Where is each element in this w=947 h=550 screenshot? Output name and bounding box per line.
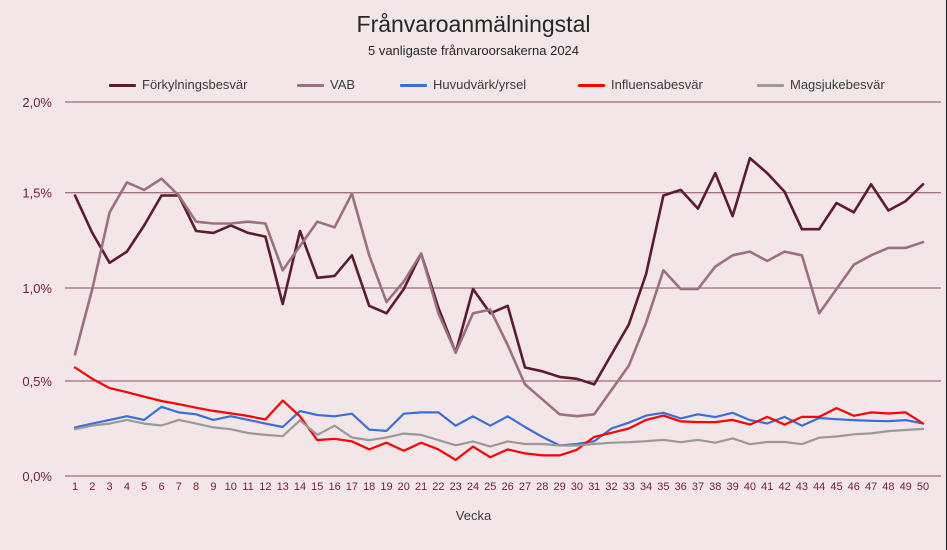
svg-text:10: 10 (225, 481, 237, 493)
svg-text:47: 47 (865, 481, 877, 493)
svg-text:2,0%: 2,0% (22, 95, 52, 110)
svg-text:27: 27 (519, 481, 531, 493)
svg-text:8: 8 (193, 481, 199, 493)
svg-text:2: 2 (89, 481, 95, 493)
svg-text:32: 32 (605, 481, 617, 493)
svg-text:43: 43 (796, 481, 808, 493)
svg-text:20: 20 (398, 481, 410, 493)
svg-text:30: 30 (571, 481, 583, 493)
svg-text:1,0%: 1,0% (22, 281, 52, 296)
svg-text:38: 38 (709, 481, 721, 493)
svg-text:0,0%: 0,0% (22, 469, 52, 484)
svg-text:26: 26 (502, 481, 514, 493)
svg-text:41: 41 (761, 481, 773, 493)
svg-text:18: 18 (363, 481, 375, 493)
svg-text:13: 13 (277, 481, 289, 493)
svg-text:11: 11 (242, 481, 253, 493)
svg-text:19: 19 (380, 481, 392, 493)
svg-text:1,5%: 1,5% (22, 186, 52, 201)
svg-text:3: 3 (107, 481, 113, 493)
svg-text:39: 39 (726, 481, 738, 493)
svg-text:23: 23 (450, 481, 462, 493)
svg-text:44: 44 (813, 481, 825, 493)
svg-text:28: 28 (536, 481, 548, 493)
svg-text:40: 40 (744, 481, 756, 493)
svg-text:6: 6 (158, 481, 164, 493)
svg-text:24: 24 (467, 481, 479, 493)
svg-text:29: 29 (553, 481, 565, 493)
svg-text:46: 46 (848, 481, 860, 493)
svg-text:25: 25 (484, 481, 496, 493)
svg-text:5: 5 (141, 481, 147, 493)
svg-text:37: 37 (692, 481, 704, 493)
svg-text:31: 31 (588, 481, 600, 493)
svg-text:45: 45 (830, 481, 842, 493)
svg-text:50: 50 (917, 481, 929, 493)
svg-text:16: 16 (328, 481, 340, 493)
svg-text:17: 17 (346, 481, 358, 493)
svg-text:49: 49 (900, 481, 912, 493)
svg-text:9: 9 (210, 481, 216, 493)
svg-text:36: 36 (675, 481, 687, 493)
svg-text:33: 33 (623, 481, 635, 493)
svg-text:35: 35 (657, 481, 669, 493)
svg-text:4: 4 (124, 481, 130, 493)
svg-text:0,5%: 0,5% (22, 374, 52, 389)
svg-text:7: 7 (176, 481, 182, 493)
svg-text:15: 15 (311, 481, 323, 493)
svg-text:1: 1 (72, 481, 78, 493)
svg-text:21: 21 (415, 481, 427, 493)
svg-text:22: 22 (432, 481, 444, 493)
svg-text:34: 34 (640, 481, 652, 493)
svg-text:14: 14 (294, 481, 306, 493)
svg-text:42: 42 (778, 481, 790, 493)
svg-text:48: 48 (882, 481, 894, 493)
svg-text:12: 12 (259, 481, 271, 493)
